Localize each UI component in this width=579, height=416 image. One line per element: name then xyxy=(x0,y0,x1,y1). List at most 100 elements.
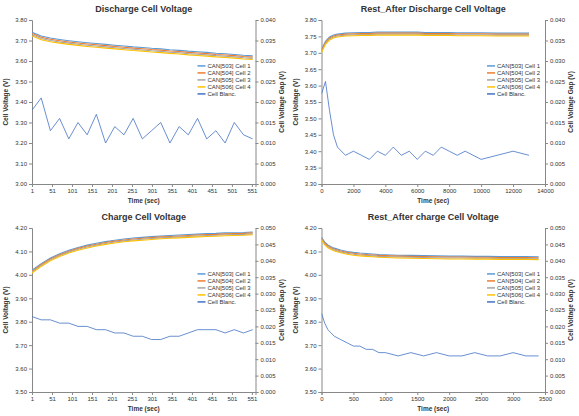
tick-mark xyxy=(513,392,514,395)
tick-label: 4.20 xyxy=(305,225,317,231)
tick: 3.60 xyxy=(305,366,322,372)
tick-label: 3.50 xyxy=(305,116,317,122)
tick-mark xyxy=(92,184,93,187)
x-axis-title: Time (sec) xyxy=(417,405,449,413)
tick-mark xyxy=(29,275,32,276)
tick-label: 3.70 xyxy=(305,343,317,349)
plot-area xyxy=(322,32,530,159)
tick-label: 551 xyxy=(247,188,258,194)
tick-mark xyxy=(132,392,133,395)
tick-mark xyxy=(545,184,548,185)
tick-mark xyxy=(385,392,386,395)
tick-label: 51 xyxy=(49,396,56,402)
tick-mark xyxy=(172,184,173,187)
tick: 0.000 xyxy=(256,181,277,187)
legend-label: CAN[504] Cell 2 xyxy=(208,70,252,76)
tick-mark xyxy=(29,143,32,144)
tick-label: 0.025 xyxy=(261,79,277,85)
tick: 3.10 xyxy=(15,161,32,167)
legend-item: CAN[504] Cell 2 xyxy=(198,278,252,284)
legend-swatch xyxy=(487,93,495,95)
tick-mark xyxy=(52,184,53,187)
tick: 3.20 xyxy=(15,140,32,146)
tick-mark xyxy=(319,36,322,37)
tick: 3.60 xyxy=(15,58,32,64)
legend-swatch xyxy=(198,79,206,81)
legend-label: CAN[506] Cell 4 xyxy=(497,292,541,298)
tick-mark xyxy=(353,184,354,187)
legend-label: CAN[506] Cell 4 xyxy=(497,84,541,90)
tick-label: 0.010 xyxy=(261,140,277,146)
tick-label: 401 xyxy=(187,396,198,402)
legend-swatch xyxy=(487,301,495,303)
tick-label: 0.005 xyxy=(261,373,277,379)
series-line xyxy=(32,34,253,58)
y2-axis-title: Cell Voltage Gap (V) xyxy=(278,71,286,133)
tick: 0.050 xyxy=(256,225,277,231)
y-axis: 3.303.353.403.453.503.553.603.653.703.75… xyxy=(305,17,322,187)
series-line xyxy=(32,98,253,143)
tick-label: 3.80 xyxy=(305,17,317,23)
tick: 3.65 xyxy=(305,67,322,73)
tick-mark xyxy=(29,392,32,393)
tick-label: 1 xyxy=(31,188,35,194)
tick: 0.015 xyxy=(545,120,566,126)
tick: 451 xyxy=(207,392,218,402)
tick: 0.010 xyxy=(545,357,566,363)
tick: 0.045 xyxy=(256,242,277,248)
tick: 3.35 xyxy=(305,165,322,171)
tick: 0.025 xyxy=(545,307,566,313)
tick-label: 0.035 xyxy=(261,275,277,281)
tick-label: 0.030 xyxy=(550,291,566,297)
tick-label: 1 xyxy=(31,396,35,402)
tick-label: 3.10 xyxy=(15,161,27,167)
tick-label: 4.20 xyxy=(15,225,27,231)
tick-label: 6000 xyxy=(411,188,425,194)
tick: 4.00 xyxy=(305,272,322,278)
legend-item: CAN[505] Cell 3 xyxy=(198,285,252,291)
tick: 3.50 xyxy=(305,116,322,122)
tick-mark xyxy=(192,392,193,395)
tick-label: 3.45 xyxy=(305,132,317,138)
tick-mark xyxy=(319,53,322,54)
tick-label: 3.60 xyxy=(305,83,317,89)
tick-label: 8000 xyxy=(443,188,457,194)
tick: 3.75 xyxy=(305,34,322,40)
tick-mark xyxy=(72,392,73,395)
y-axis: 3.003.103.203.303.403.503.603.703.80 xyxy=(15,17,32,187)
tick-label: 351 xyxy=(167,188,178,194)
tick: 501 xyxy=(227,392,238,402)
tick-label: 0.035 xyxy=(550,38,566,44)
tick-mark xyxy=(256,102,259,103)
tick: 0.030 xyxy=(256,291,277,297)
tick-label: 4.10 xyxy=(15,249,27,255)
legend-label: CAN[503] Cell 1 xyxy=(208,63,252,69)
tick-mark xyxy=(132,184,133,187)
legend-label: CAN[504] Cell 2 xyxy=(497,278,541,284)
legend-item: CAN[503] Cell 1 xyxy=(487,271,541,277)
series-line xyxy=(322,313,539,356)
tick-label: 0.015 xyxy=(261,120,277,126)
tick-mark xyxy=(212,392,213,395)
tick: 3.50 xyxy=(15,389,32,395)
x-axis-line xyxy=(33,185,257,188)
tick-label: 3.65 xyxy=(305,67,317,73)
tick-mark xyxy=(385,184,386,187)
y-axis-title: Cell Voltage (V) xyxy=(292,78,300,125)
tick: 451 xyxy=(207,184,218,194)
legend-swatch xyxy=(198,93,206,95)
tick-label: 0.005 xyxy=(550,373,566,379)
tick-label: 501 xyxy=(227,396,238,402)
x-axis: 0500100015002000250030003500 xyxy=(320,392,553,402)
legend-swatch xyxy=(487,86,495,88)
x-axis-title: Time (sec) xyxy=(128,197,160,205)
tick-label: 0.000 xyxy=(550,389,566,395)
tick-label: 0.015 xyxy=(550,120,566,126)
tick-mark xyxy=(545,143,548,144)
tick-label: 251 xyxy=(127,396,138,402)
tick-label: 401 xyxy=(187,188,198,194)
tick: 0.025 xyxy=(545,79,566,85)
y2-axis: 0.0000.0050.0100.0150.0200.0250.0300.035… xyxy=(545,225,566,395)
tick: 0.020 xyxy=(256,99,277,105)
tick: 3.00 xyxy=(15,181,32,187)
